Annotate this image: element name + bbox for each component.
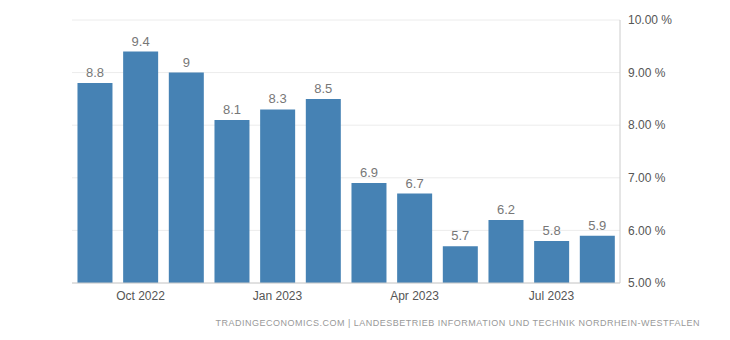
svg-text:5.8: 5.8: [543, 223, 561, 238]
svg-text:10.00 %: 10.00 %: [628, 13, 672, 27]
svg-text:6.9: 6.9: [360, 165, 378, 180]
svg-text:7.00 %: 7.00 %: [628, 171, 666, 185]
svg-text:Jan 2023: Jan 2023: [253, 289, 303, 303]
svg-text:9.00 %: 9.00 %: [628, 66, 666, 80]
svg-text:Apr 2023: Apr 2023: [390, 289, 439, 303]
svg-text:6.2: 6.2: [497, 202, 515, 217]
html-text:TRADINGECONOMICS.COM | LANDESB: TRADINGECONOMICS.COM | LANDESBETRIEB INF…: [215, 318, 700, 328]
svg-text:8.5: 8.5: [314, 81, 332, 96]
svg-text:9.4: 9.4: [132, 34, 150, 49]
svg-text:5.7: 5.7: [451, 228, 469, 243]
svg-text:8.8: 8.8: [86, 65, 104, 80]
svg-text:8.00 %: 8.00 %: [628, 118, 666, 132]
svg-text:6.7: 6.7: [406, 176, 424, 191]
svg-text:8.3: 8.3: [269, 91, 287, 106]
svg-text:9: 9: [183, 55, 190, 70]
svg-text:5.00 %: 5.00 %: [628, 276, 666, 290]
svg-text:Jul 2023: Jul 2023: [529, 289, 575, 303]
svg-text:6.00 %: 6.00 %: [628, 224, 666, 238]
svg-text:8.1: 8.1: [223, 102, 241, 117]
svg-text:Oct 2022: Oct 2022: [116, 289, 165, 303]
svg-text:5.9: 5.9: [588, 218, 606, 233]
